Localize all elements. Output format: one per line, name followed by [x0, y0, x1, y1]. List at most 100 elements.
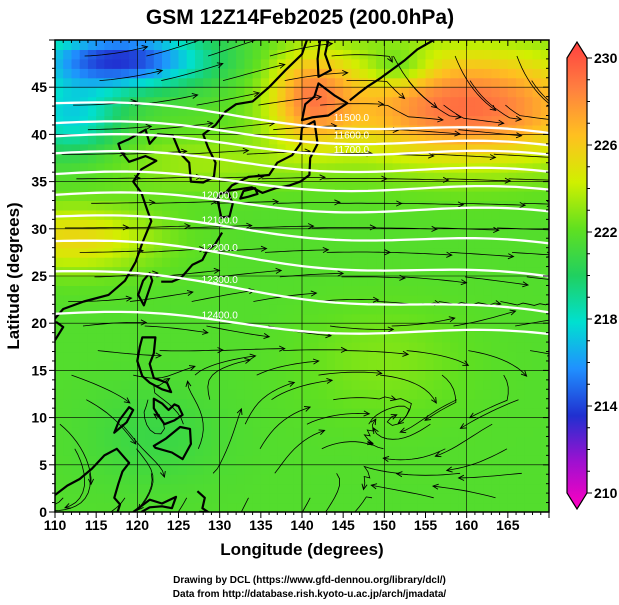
wind-arrowhead [140, 319, 148, 326]
temperature-cell [343, 134, 352, 145]
temperature-cell [417, 58, 427, 69]
temperature-cell [219, 172, 229, 183]
streamline [64, 226, 129, 229]
temperature-cell [71, 304, 81, 315]
temperature-cell [499, 200, 509, 211]
temperature-cell [137, 257, 147, 268]
temperature-cell [334, 134, 344, 145]
temperature-cell [219, 115, 229, 126]
temperature-cell [285, 247, 295, 258]
wind-arrowhead [489, 104, 497, 112]
streamline [505, 104, 549, 120]
temperature-cell [87, 68, 97, 79]
streamline [446, 178, 511, 182]
temperature-cell [277, 266, 287, 277]
temperature-cell [425, 483, 435, 494]
temperature-cell [71, 398, 81, 409]
temperature-cell [302, 474, 311, 485]
temperature-cell [211, 436, 221, 447]
temperature-cell [524, 106, 534, 117]
temperature-cell [162, 143, 171, 154]
temperature-cell [293, 219, 303, 230]
temperature-cell [491, 143, 501, 154]
temperature-cell [63, 257, 72, 268]
temperature-cell [409, 427, 418, 437]
height-contour [55, 133, 549, 157]
temperature-cell [260, 294, 270, 305]
temperature-cell [376, 115, 385, 126]
streamline [153, 378, 184, 425]
temperature-cell [260, 209, 270, 220]
wind-arrowhead [288, 381, 296, 387]
temperature-cell [474, 464, 484, 475]
temperature-cell [483, 351, 492, 362]
temperature-cell [285, 96, 295, 107]
temperature-cell [417, 436, 427, 447]
streamline [207, 40, 258, 57]
temperature-cell [318, 58, 328, 69]
temperature-cell [400, 238, 410, 249]
temperature-cell [153, 332, 163, 343]
temperature-cell [285, 209, 295, 220]
temperature-cell [442, 332, 451, 343]
temperature-cell [351, 191, 361, 201]
streamline [211, 122, 275, 131]
temperature-cell [458, 370, 468, 381]
temperature-cell [236, 87, 245, 98]
temperature-cell [277, 379, 287, 390]
colorbar-tick-label: 226 [594, 137, 618, 153]
streamline [393, 55, 438, 109]
temperature-cell [195, 389, 204, 400]
temperature-cell [112, 153, 122, 164]
temperature-cell [63, 87, 72, 98]
temperature-cell [112, 417, 122, 428]
temperature-cell [186, 285, 196, 296]
temperature-cell [293, 427, 303, 437]
temperature-cell [244, 493, 254, 504]
temperature-cell [351, 427, 361, 437]
temperature-cell [466, 502, 476, 512]
coast-shikoku [239, 187, 259, 200]
temperature-cell [203, 68, 212, 79]
temperature-cell [260, 389, 270, 400]
temperature-cell [359, 389, 369, 400]
temperature-cell [450, 106, 459, 117]
temperature-cell [499, 228, 509, 239]
temperature-cell [186, 125, 196, 135]
temperature-cell [87, 257, 97, 268]
streamline [493, 153, 549, 158]
temperature-cell [55, 238, 64, 249]
temperature-cell [334, 502, 344, 512]
temperature-cell [318, 389, 328, 400]
temperature-cell [260, 276, 270, 286]
temperature-cell [442, 436, 451, 447]
streamline [458, 472, 522, 479]
coast-visayas [152, 397, 184, 426]
temperature-cell [433, 464, 443, 475]
temperature-cell [367, 285, 377, 296]
temperature-cell [359, 115, 369, 126]
temperature-cell [417, 294, 427, 305]
temperature-cell [120, 483, 130, 494]
temperature-cell [112, 162, 122, 173]
temperature-cell [507, 427, 517, 437]
temperature-cell [285, 266, 295, 277]
temperature-cell [367, 276, 377, 286]
temperature-cell [104, 483, 114, 494]
temperature-cell [359, 370, 369, 381]
temperature-cell [277, 285, 287, 296]
temperature-cell [524, 247, 534, 258]
temperature-cell [236, 276, 245, 286]
temperature-cell [269, 191, 278, 201]
temperature-cell [203, 304, 212, 315]
streamline [64, 448, 86, 509]
temperature-cell [326, 361, 336, 371]
temperature-cell [458, 294, 468, 305]
streamline [318, 371, 382, 376]
temperature-cell [219, 191, 229, 201]
temperature-cell [203, 502, 212, 512]
temperature-cell [367, 40, 377, 50]
streamline [269, 43, 333, 57]
height-contour-label: 11600.0 [334, 130, 370, 141]
temperature-cell [186, 379, 196, 390]
